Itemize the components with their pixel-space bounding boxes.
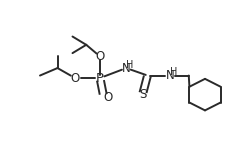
Text: N: N bbox=[166, 69, 174, 82]
Text: P: P bbox=[96, 72, 104, 84]
Text: O: O bbox=[96, 50, 104, 63]
Text: H: H bbox=[126, 60, 133, 70]
Text: O: O bbox=[104, 91, 113, 104]
Text: O: O bbox=[70, 72, 80, 84]
Text: H: H bbox=[170, 67, 177, 77]
Text: S: S bbox=[139, 88, 146, 101]
Text: N: N bbox=[122, 62, 130, 75]
